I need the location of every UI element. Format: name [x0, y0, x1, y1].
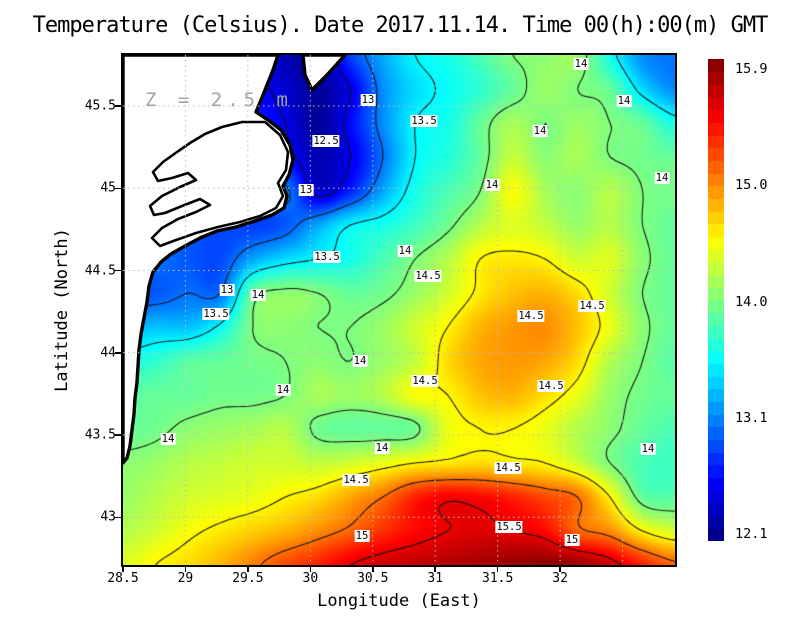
contour-value-label: 15	[564, 534, 580, 546]
y-axis-tick	[114, 516, 121, 519]
x-axis-title: Longitude (East)	[317, 591, 481, 611]
y-axis-tick-label: 44.5	[84, 263, 116, 279]
x-axis-tick-label: 29.5	[232, 571, 264, 586]
contour-value-label: 14.5	[342, 474, 370, 486]
contour-value-label: 13.5	[410, 115, 438, 127]
x-axis-tick-label: 30.5	[357, 571, 389, 586]
x-axis-tick-label: 29	[177, 571, 194, 586]
contour-value-label: 14	[275, 384, 291, 396]
contour-value-label: 13	[298, 184, 314, 196]
contour-value-label: 14.5	[494, 462, 522, 474]
x-axis-tick	[496, 567, 499, 572]
y-axis-tick-label: 45	[100, 180, 116, 196]
figure-title: Temperature (Celsius). Date 2017.11.14. …	[32, 13, 769, 38]
x-axis-tick	[372, 567, 374, 572]
contour-value-label: 13.5	[313, 251, 341, 263]
y-axis-tick-label: 44	[100, 345, 116, 361]
colorbar	[708, 59, 724, 541]
x-axis-tick-label: 31	[427, 571, 444, 586]
y-axis-tick	[114, 352, 121, 354]
contour-value-label: 14	[616, 95, 632, 107]
contour-value-label: 14.5	[517, 310, 545, 322]
contour-value-label: 13.5	[202, 308, 230, 320]
x-axis-tick-label: 31.5	[482, 571, 514, 586]
y-axis-tick-label: 43	[100, 509, 116, 525]
colorbar-tick-label: 14.0	[735, 293, 768, 310]
colorbar-tick-label: 15.0	[735, 177, 768, 194]
x-axis-tick	[247, 567, 249, 572]
coastline-land-overlay	[123, 55, 675, 565]
x-axis-tick-label: 30	[302, 571, 319, 586]
contour-value-label: 13	[360, 94, 376, 106]
contour-value-label: 14	[573, 58, 589, 70]
plot-frame	[120, 52, 677, 567]
contour-value-label: 14.5	[578, 300, 606, 312]
contour-value-label: 14	[250, 289, 266, 301]
contour-value-label: 14	[160, 433, 176, 445]
x-axis-tick-label: 28.5	[107, 571, 139, 586]
contour-value-label: 14	[484, 179, 500, 191]
x-axis-tick	[309, 567, 312, 572]
y-axis-tick-label: 45.5	[84, 98, 116, 114]
x-axis-tick	[434, 567, 436, 572]
land-danube-delta-lobe	[301, 55, 347, 92]
land-lagoon-shoreline	[148, 120, 290, 248]
contour-value-label: 14	[397, 245, 413, 257]
contour-value-label: 14.5	[414, 270, 442, 282]
contour-value-label: 14.5	[537, 380, 565, 392]
depth-annotation: Z = 2.5 m	[145, 89, 293, 111]
x-axis-tick-label: 32	[552, 571, 568, 586]
colorbar-tick-label: 13.1	[735, 409, 768, 426]
y-axis-tick	[114, 187, 121, 189]
contour-value-label: 15	[354, 530, 370, 542]
y-axis-title: Latitude (North)	[52, 228, 72, 392]
contour-value-label: 15.5	[495, 521, 523, 533]
y-axis-tick-label: 43.5	[84, 427, 116, 443]
x-axis-tick	[559, 567, 561, 572]
contour-value-label: 14.5	[411, 375, 439, 387]
contour-value-label: 14	[654, 172, 670, 184]
x-axis-tick	[122, 567, 124, 572]
y-axis-tick	[114, 434, 121, 436]
colorbar-tick-label: 12.1	[735, 526, 768, 542]
contour-value-label: 14	[640, 443, 656, 455]
y-axis-tick	[114, 269, 121, 272]
contour-value-label: 14	[374, 442, 390, 454]
contour-value-label: 12.5	[312, 135, 340, 147]
x-axis-tick	[184, 567, 187, 572]
contour-value-label: 14	[352, 355, 368, 367]
contour-value-label: 13	[219, 284, 235, 296]
contour-value-label: 14	[532, 125, 548, 137]
colorbar-tick-label: 15.9	[735, 61, 768, 77]
y-axis-tick	[114, 105, 121, 107]
